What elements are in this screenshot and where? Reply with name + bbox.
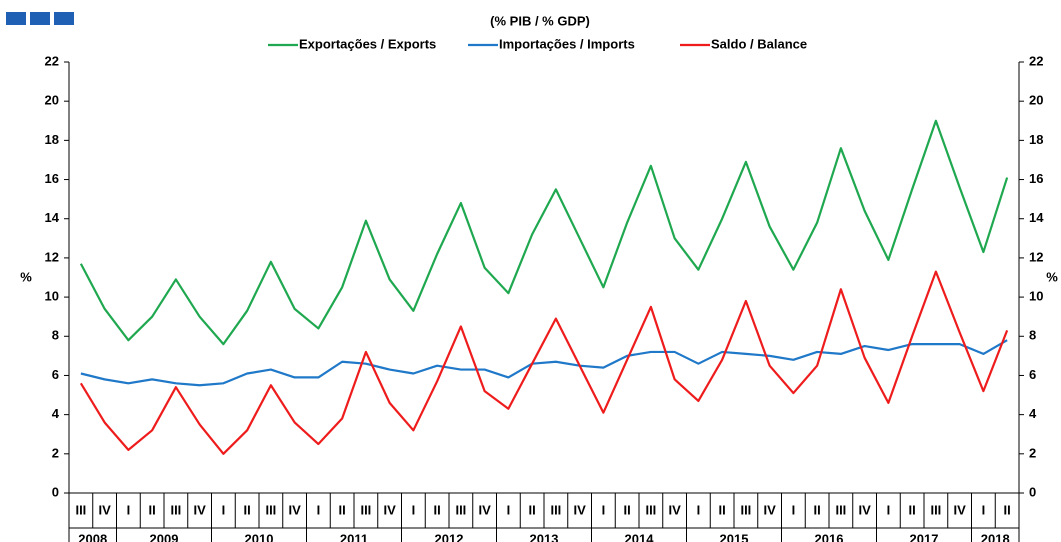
x-tick-label: IV <box>288 502 301 517</box>
chart-subtitle: (% PIB / % GDP) <box>490 13 590 28</box>
x-tick-label: II <box>814 502 821 517</box>
x-tick-label: II <box>909 502 916 517</box>
x-tick-label: II <box>244 502 251 517</box>
y-tick-label: 8 <box>52 328 59 343</box>
logo-block <box>54 12 74 25</box>
legend-label: Saldo / Balance <box>711 36 807 51</box>
x-tick-label: III <box>550 502 561 517</box>
y-tick-label: 2 <box>52 445 59 460</box>
x-tick-label: I <box>982 502 986 517</box>
x-tick-label: III <box>265 502 276 517</box>
x-tick-label: IV <box>383 502 396 517</box>
y2-tick-label: 22 <box>1029 53 1043 68</box>
y2-tick-label: 0 <box>1029 484 1036 499</box>
x-tick-label: II <box>529 502 536 517</box>
x-tick-label: I <box>887 502 891 517</box>
x-tick-label: IV <box>478 502 491 517</box>
x-tick-label: II <box>339 502 346 517</box>
x-tick-label: I <box>602 502 606 517</box>
x-tick-label: IV <box>763 502 776 517</box>
year-label: 2016 <box>815 531 844 542</box>
x-tick-label: II <box>434 502 441 517</box>
y2-tick-label: 2 <box>1029 445 1036 460</box>
year-label: 2011 <box>340 531 368 542</box>
x-tick-label: II <box>624 502 631 517</box>
x-tick-label: III <box>645 502 656 517</box>
x-tick-label: II <box>719 502 726 517</box>
year-label: 2010 <box>245 531 274 542</box>
x-tick-label: I <box>792 502 796 517</box>
y2-tick-label: 14 <box>1029 210 1044 225</box>
y-tick-label: 22 <box>45 53 59 68</box>
year-label: 2015 <box>720 531 749 542</box>
y-tick-label: 20 <box>45 93 59 108</box>
x-tick-label: I <box>507 502 511 517</box>
y2-tick-label: 10 <box>1029 289 1043 304</box>
y2-tick-label: 12 <box>1029 249 1043 264</box>
y2-tick-label: 18 <box>1029 132 1043 147</box>
year-label: 2009 <box>150 531 179 542</box>
x-tick-label: IV <box>98 502 111 517</box>
legend-label: Exportações / Exports <box>299 36 436 51</box>
logo-block <box>30 12 50 25</box>
y2-axis-label: % <box>1046 269 1058 284</box>
series-line <box>79 119 1009 346</box>
year-label: 2014 <box>625 531 655 542</box>
y2-tick-label: 6 <box>1029 367 1036 382</box>
x-tick-label: III <box>835 502 846 517</box>
year-label: 2017 <box>910 531 939 542</box>
x-tick-label: IV <box>953 502 966 517</box>
y-tick-label: 18 <box>45 132 59 147</box>
y-tick-label: 0 <box>52 484 59 499</box>
x-tick-label: II <box>1004 502 1011 517</box>
series-line <box>79 270 1009 455</box>
x-tick-label: IV <box>858 502 871 517</box>
series-line <box>80 339 1008 387</box>
x-tick-label: III <box>455 502 466 517</box>
year-label: 2013 <box>530 531 559 542</box>
x-tick-label: I <box>697 502 701 517</box>
x-tick-label: IV <box>668 502 681 517</box>
year-label: 2008 <box>78 531 107 542</box>
x-tick-label: III <box>740 502 751 517</box>
x-tick-label: IV <box>573 502 586 517</box>
logo-block <box>6 12 26 25</box>
x-tick-label: I <box>412 502 416 517</box>
x-tick-label: III <box>170 502 181 517</box>
x-tick-label: III <box>930 502 941 517</box>
legend-label: Importações / Imports <box>499 36 635 51</box>
x-tick-label: IV <box>193 502 206 517</box>
y-tick-label: 14 <box>45 210 60 225</box>
y2-tick-label: 16 <box>1029 171 1043 186</box>
y-tick-label: 10 <box>45 289 59 304</box>
y-tick-label: 4 <box>52 406 60 421</box>
y2-tick-label: 20 <box>1029 93 1043 108</box>
year-label: 2018 <box>981 531 1010 542</box>
y-tick-label: 6 <box>52 367 59 382</box>
x-tick-label: III <box>360 502 371 517</box>
x-tick-label: II <box>149 502 156 517</box>
x-tick-label: III <box>75 502 86 517</box>
x-tick-label: I <box>317 502 321 517</box>
y-tick-label: 12 <box>45 249 59 264</box>
y2-tick-label: 8 <box>1029 328 1036 343</box>
x-tick-label: I <box>222 502 226 517</box>
y-axis-label: % <box>20 269 32 284</box>
year-label: 2012 <box>435 531 464 542</box>
y2-tick-label: 4 <box>1029 406 1037 421</box>
y-tick-label: 16 <box>45 171 59 186</box>
x-tick-label: I <box>127 502 131 517</box>
